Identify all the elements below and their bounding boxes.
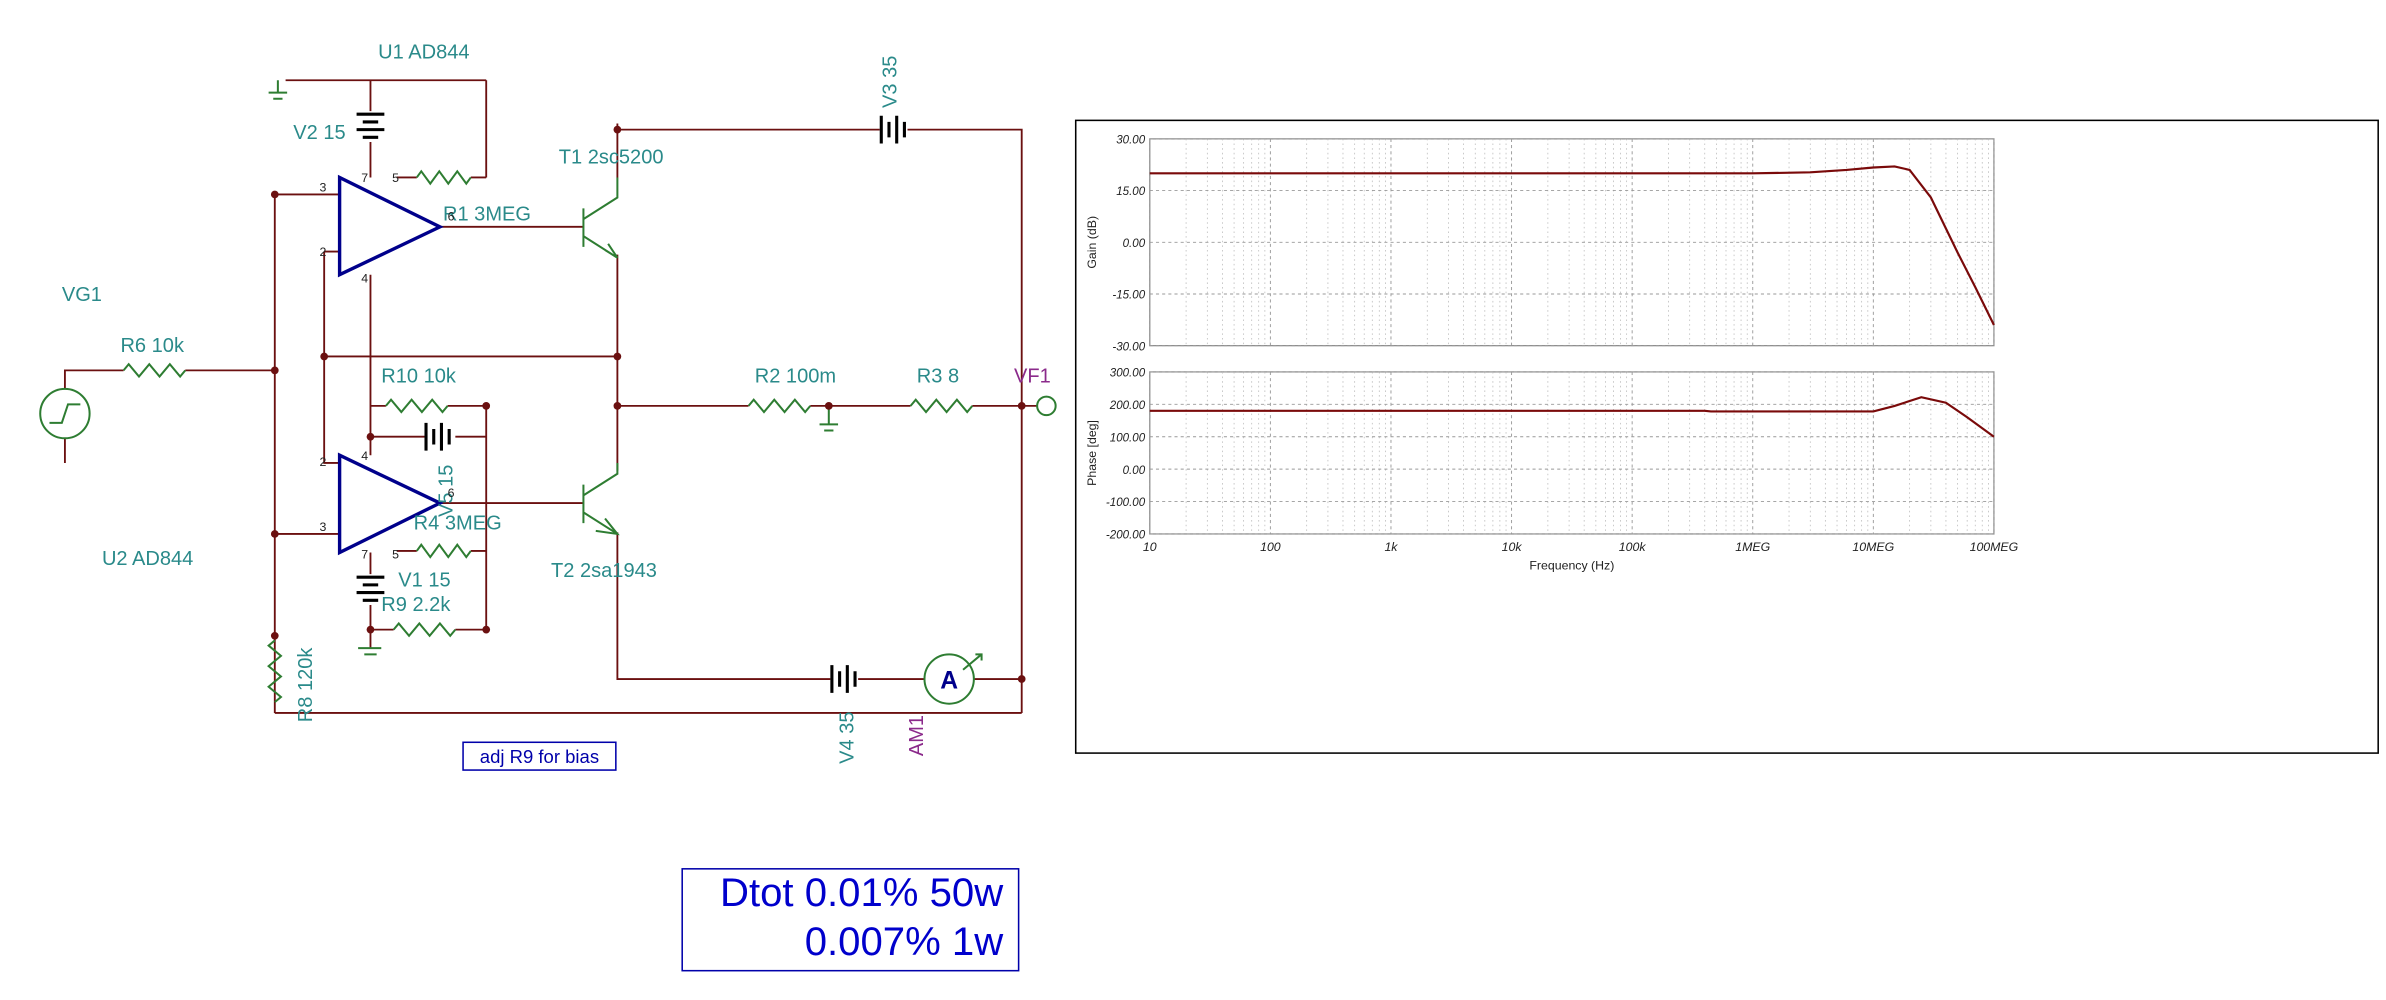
wires [63,79,1038,714]
y-tick-label: -200.00 [1106,530,1146,542]
x-tick-label: 10MEG [1852,540,1894,554]
battery [879,115,906,144]
plot-area [1149,371,1995,535]
pin: 2 [320,245,327,259]
line [1149,165,1995,326]
resistor [267,639,283,703]
pin: 4 [361,271,368,285]
label: R8 120k [295,647,317,723]
note-box [462,741,617,771]
label: T1 2sc5200 [559,147,664,169]
label: R2 100m [755,366,836,388]
label: R6 10k [120,335,184,357]
label: R1 3MEG [443,204,531,226]
resistor [415,543,472,559]
line [1149,396,1995,438]
x-tick-label: 1k [1384,540,1398,554]
x-tick-label: 1MEG [1735,540,1770,554]
x-axis-label: Frequency (Hz) [1529,558,1614,572]
resistor [392,621,457,638]
battery [424,422,451,451]
pin: 3 [320,520,327,534]
y-tick-label: 300.00 [1110,368,1146,380]
label: U1 AD844 [378,42,469,64]
label: VG1 [62,284,102,306]
x-tick-label: 100MEG [1970,540,2019,554]
label: V4 35 [836,711,858,763]
y-tick-label: 15.00 [1116,186,1146,198]
resistor [415,169,472,186]
label: AM1 [906,715,928,756]
x-tick-label: 10k [1502,540,1523,554]
label: R3 8 [917,366,959,388]
junctions [270,125,1026,683]
note: adj R9 for bias [480,746,599,767]
components [39,80,1057,705]
label: V3 35 [880,56,902,108]
x-tick-label: 100k [1619,540,1647,554]
resistor [909,398,974,414]
battery [356,112,385,139]
distortion: Dtot 0.01% 50w [720,870,1004,915]
battery [830,665,857,693]
y-tick-label: 100.00 [1110,432,1146,444]
label: T2 2sa1943 [551,560,657,582]
pin: 2 [320,455,327,469]
pin: 4 [361,449,368,463]
resistor [747,398,812,414]
y-tick-label: -30.00 [1112,341,1145,353]
pin: 7 [361,171,368,185]
y-tick-label: 30.00 [1116,135,1146,147]
pin: 3 [320,180,327,194]
y-tick-label: -100.00 [1106,497,1146,509]
label: V5 15 [435,465,457,517]
label: VF1 [1014,366,1051,388]
y-axis-label: Gain (dB) [1085,216,1099,269]
label: R10 10k [381,366,457,388]
pin: 7 [361,548,368,562]
pin: 5 [392,548,399,562]
label: A [940,667,958,694]
x-tick-label: 10 [1143,540,1157,554]
label: V1 15 [398,569,450,591]
x-tick-label: 100 [1260,540,1281,554]
label: U2 AD844 [102,548,193,570]
y-tick-label: -15.00 [1112,290,1145,302]
pin: 5 [392,171,399,185]
pin: 6 [448,486,455,500]
label: R4 3MEG [414,512,502,534]
y-tick-label: 200.00 [1109,400,1146,412]
distortion-box [681,868,1020,972]
y-axis-label: Phase [deg] [1085,420,1099,486]
y-tick-label: 0.00 [1123,465,1146,477]
labels: U1 AD844 V2 15 T1 2sc5200 V3 35 R1 3MEG … [62,42,1051,764]
pin: 6 [448,210,455,224]
resistor [122,362,187,379]
y-tick-label: 0.00 [1123,238,1146,250]
label: R9 2.2k [381,594,451,616]
label: V2 15 [293,122,345,144]
battery [356,575,385,602]
distortion: 0.007% 1w [805,919,1004,964]
resistor [385,398,449,414]
